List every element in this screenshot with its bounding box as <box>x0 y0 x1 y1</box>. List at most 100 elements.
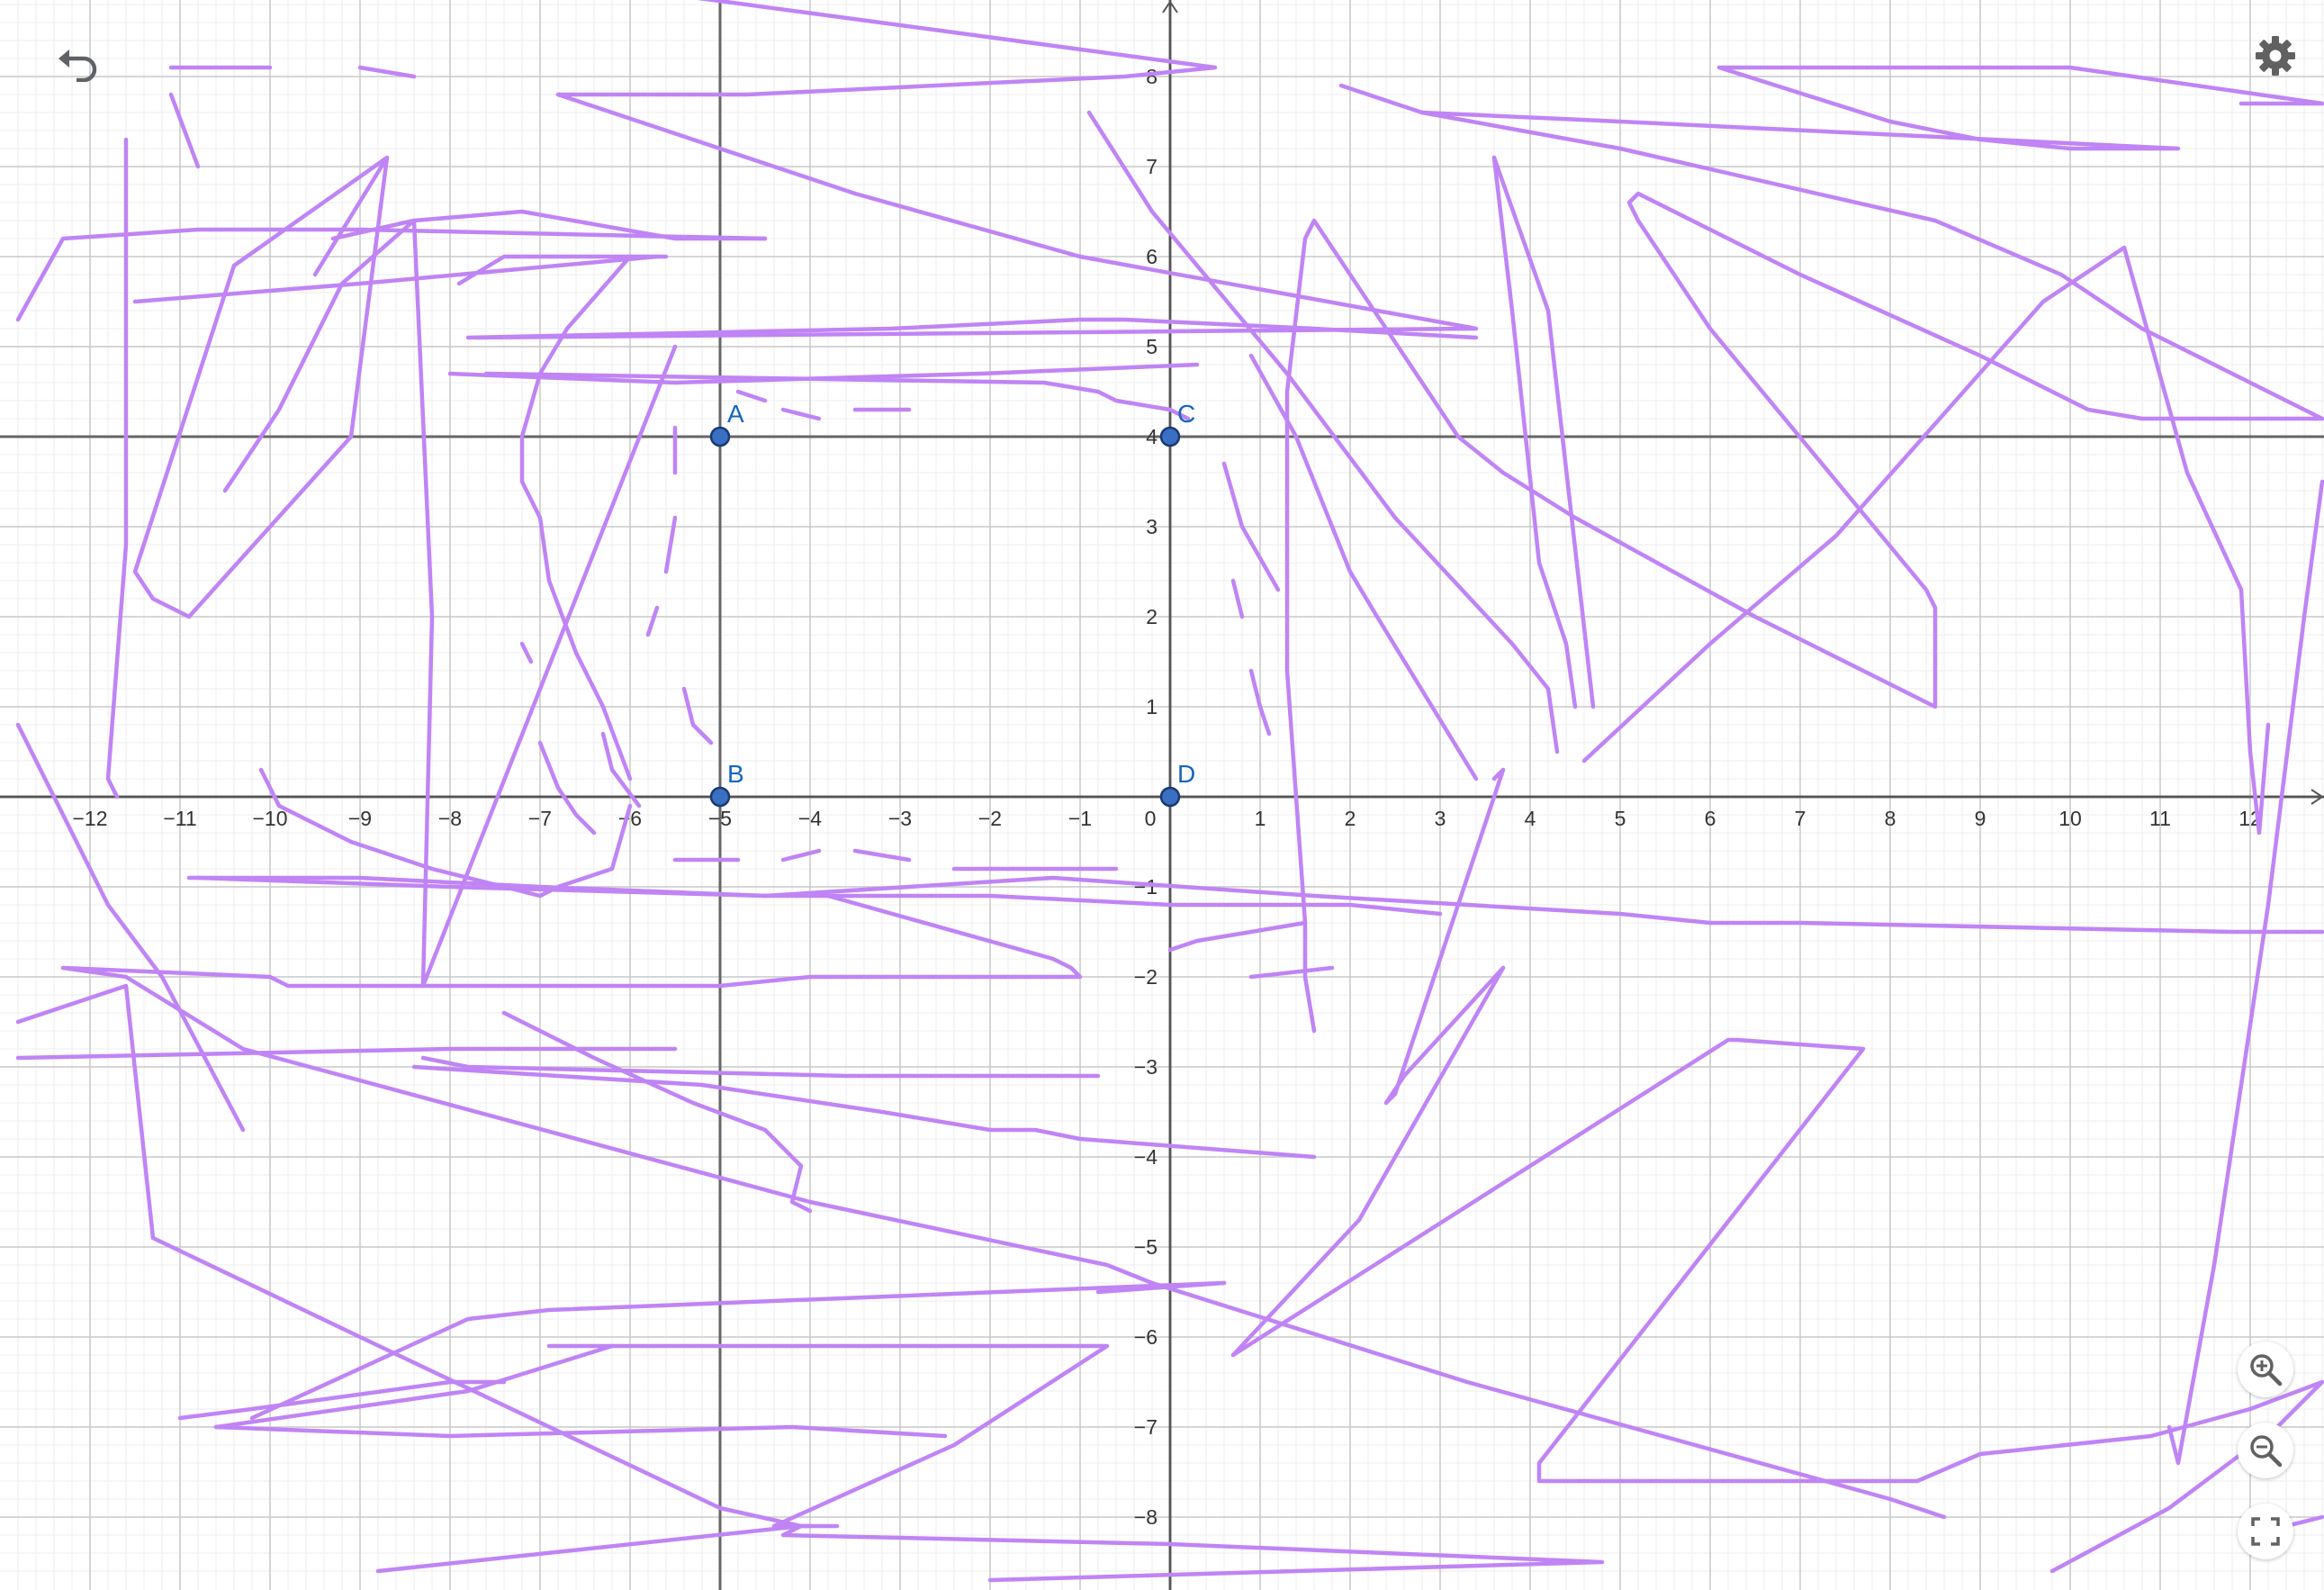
pen-stroke <box>1230 578 1245 619</box>
y-tick-label: −7 <box>1134 1415 1157 1439</box>
pen-stroke <box>483 371 1191 421</box>
x-tick-label: 5 <box>1615 807 1626 830</box>
pen-stroke <box>1248 965 1335 980</box>
pen-stroke <box>519 641 534 664</box>
pen-stroke <box>465 317 1479 340</box>
pen-stroke <box>1491 155 1596 709</box>
fullscreen-icon <box>2251 1517 2280 1546</box>
point-c[interactable] <box>1159 426 1181 447</box>
pen-stroke <box>177 1379 507 1421</box>
pen-stroke <box>249 1280 1227 1421</box>
pen-stroke <box>537 740 597 836</box>
pen-stroke <box>519 254 633 781</box>
pen-stroke <box>780 848 822 863</box>
pen-stroke <box>1284 191 2324 1034</box>
fullscreen-button[interactable] <box>2238 1504 2293 1559</box>
x-tick-label: 2 <box>1345 807 1356 830</box>
x-tick-label: −10 <box>252 807 287 830</box>
pen-stroke <box>258 767 633 899</box>
settings-button[interactable] <box>2241 22 2310 90</box>
zoom-out-icon <box>2250 1435 2283 1468</box>
pen-stroke <box>1230 965 1506 1358</box>
pen-stroke <box>195 875 1443 917</box>
x-tick-label: −12 <box>72 807 107 830</box>
y-tick-label: 8 <box>1146 65 1157 88</box>
pen-stroke <box>15 227 768 322</box>
pen-stroke <box>420 1055 1101 1079</box>
x-tick-label: 8 <box>1885 807 1896 830</box>
y-tick-label: 1 <box>1146 695 1157 718</box>
pen-stroke <box>411 1064 1317 1160</box>
undo-button[interactable] <box>47 32 110 95</box>
pen-stroke <box>780 407 822 421</box>
point-label: A <box>727 400 744 428</box>
pen-stroke <box>600 731 642 809</box>
pen-stroke <box>456 254 669 286</box>
x-tick-label: −7 <box>528 807 552 830</box>
y-tick-label: −4 <box>1134 1145 1157 1169</box>
x-tick-label: 1 <box>1255 807 1266 830</box>
pen-stroke <box>501 1010 813 1214</box>
pen-stroke <box>15 722 246 1133</box>
pen-stroke <box>1248 353 1479 781</box>
pen-stroke <box>186 875 2324 935</box>
pen-stroke <box>132 155 390 619</box>
pen-stroke <box>1581 245 2271 836</box>
zoom-out-button[interactable] <box>2238 1423 2293 1478</box>
x-tick-label: 11 <box>2149 807 2171 830</box>
pen-stroke <box>474 0 1479 340</box>
pen-strokes <box>15 0 2324 1583</box>
x-tick-label: −11 <box>163 807 196 830</box>
point-a[interactable] <box>709 426 731 447</box>
x-tick-label: −9 <box>348 807 372 830</box>
pen-stroke <box>213 1424 948 1439</box>
point-d[interactable] <box>1159 786 1181 808</box>
pen-stroke <box>375 1523 1605 1583</box>
x-tick-label: 3 <box>1435 807 1446 830</box>
zoom-in-button[interactable] <box>2238 1342 2293 1397</box>
pen-stroke <box>1419 110 2324 421</box>
pen-stroke <box>213 1343 615 1430</box>
pen-stroke <box>105 137 129 800</box>
pen-stroke <box>1383 767 1506 1106</box>
y-tick-label: 2 <box>1146 605 1157 628</box>
y-tick-label: 4 <box>1146 425 1157 448</box>
pen-stroke <box>1248 668 1272 736</box>
point-label: D <box>1177 760 1195 788</box>
x-tick-label: −4 <box>798 807 822 830</box>
x-tick-label: −1 <box>1068 807 1092 830</box>
x-tick-label: −8 <box>438 807 462 830</box>
tick-labels: −12 −11 −10 −9 −8 −7 −6 −5 −4 −3 −2 −1 0 1 2 3 4 5 6 7 8 9 10 1… <box>72 65 2261 1529</box>
x-tick-label: 10 <box>2058 807 2082 830</box>
x-tick-label: 6 <box>1705 807 1716 830</box>
pen-stroke <box>1221 461 1281 592</box>
undo-icon <box>59 50 97 82</box>
point-label: B <box>727 760 744 788</box>
x-tick-label: −3 <box>888 807 912 830</box>
y-tick-label: −2 <box>1134 965 1157 989</box>
pen-stroke <box>1230 1037 2324 1484</box>
pen-stroke <box>15 1046 678 1061</box>
x-tick-label: 7 <box>1795 807 1806 830</box>
y-tick-label: −8 <box>1134 1505 1157 1529</box>
point-b[interactable] <box>709 786 731 808</box>
y-tick-label: −6 <box>1134 1325 1157 1349</box>
y-axis-arrow <box>1162 0 1178 14</box>
x-tick-label: 9 <box>1975 807 1986 830</box>
pen-stroke <box>132 254 660 304</box>
points: A B C D <box>709 400 1195 808</box>
pen-stroke <box>168 92 201 169</box>
pen-stroke <box>60 893 1947 1520</box>
pen-stroke <box>735 389 768 403</box>
y-tick-label: −3 <box>1134 1055 1157 1079</box>
y-tick-label: 6 <box>1146 245 1157 268</box>
x-tick-label: 0 <box>1145 807 1157 830</box>
pen-stroke <box>1167 920 1308 953</box>
pen-stroke <box>330 209 768 241</box>
pen-stroke <box>357 65 417 79</box>
pen-stroke <box>2049 1379 2324 1574</box>
x-axis-arrow <box>2310 789 2324 805</box>
x-tick-label: −5 <box>708 807 732 830</box>
